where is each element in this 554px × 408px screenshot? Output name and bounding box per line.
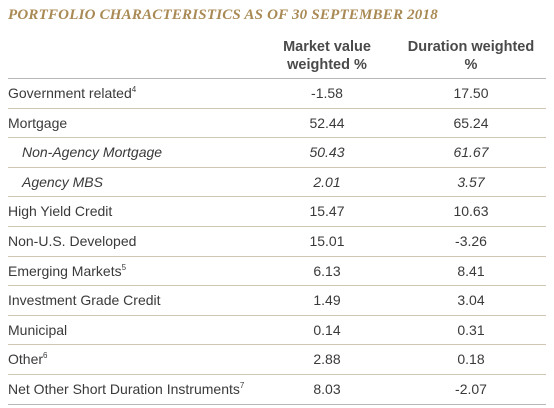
row-label: Municipal [8, 316, 67, 345]
column-header-line: % [464, 57, 478, 73]
table-row: Other6 2.88 0.18 [8, 345, 546, 375]
duration-cell: 10.63 [453, 203, 489, 220]
header-divider [8, 78, 546, 79]
table-title: PORTFOLIO CHARACTERISTICS AS OF 30 SEPTE… [8, 7, 438, 23]
market-value-cell: -1.58 [311, 85, 343, 101]
table-row: Government related4 -1.58 17.50 [8, 79, 546, 109]
duration-cell: -3.26 [455, 232, 487, 249]
characteristics-table: Government related4 -1.58 17.50 Mortgage 52.… [8, 79, 546, 405]
column-header-duration: Duration weighted % [400, 38, 542, 74]
row-label-text: Emerging Markets [8, 262, 122, 279]
row-label: Agency MBS [22, 168, 103, 197]
column-header-line: weighted % [287, 57, 367, 73]
table-row: Net Other Short Duration Instruments7 8.0… [8, 375, 546, 405]
row-label: High Yield Credit [8, 197, 112, 226]
market-value-cell: 1.49 [313, 292, 341, 309]
duration-cell: 0.31 [457, 321, 485, 338]
duration-cell: 61.67 [453, 144, 489, 161]
footnote-marker: 6 [43, 351, 48, 361]
row-label: Net Other Short Duration Instruments7 [8, 375, 244, 404]
table-row: Investment Grade Credit 1.49 3.04 [8, 286, 546, 316]
row-label: Other6 [8, 345, 47, 374]
row-label-text: Other [8, 351, 44, 368]
table-row: Mortgage 52.44 65.24 [8, 109, 546, 139]
row-label: Mortgage [8, 109, 67, 138]
column-header-line: Market value [283, 39, 371, 55]
row-label-text: Investment Grade Credit [8, 292, 161, 309]
market-value-cell: 8.03 [313, 380, 341, 397]
column-header-market-value: Market value weighted % [268, 38, 386, 74]
footnote-marker: 5 [121, 262, 127, 272]
duration-cell: 17.50 [453, 85, 489, 101]
footnote-marker: 7 [239, 380, 245, 390]
table-row: Emerging Markets5 6.13 8.41 [8, 257, 546, 287]
market-value-cell: 15.47 [309, 203, 345, 220]
row-label-text: Non-Agency Mortgage [22, 144, 163, 161]
duration-cell: 3.04 [457, 292, 485, 309]
duration-cell: 0.18 [457, 351, 485, 368]
table-row: Non-Agency Mortgage 50.43 61.67 [8, 138, 546, 168]
column-header-line: Duration weighted [407, 39, 535, 55]
duration-cell: -2.07 [455, 380, 487, 397]
table-row: High Yield Credit 15.47 10.63 [8, 197, 546, 227]
row-label-text: Government related [8, 85, 132, 101]
row-label: Investment Grade Credit [8, 286, 161, 315]
market-value-cell: 2.88 [313, 351, 341, 368]
duration-cell: 65.24 [453, 114, 489, 131]
market-value-cell: 6.13 [313, 262, 341, 279]
row-label-text: Mortgage [8, 114, 68, 131]
row-label-text: Agency MBS [22, 173, 103, 190]
table-row: Non-U.S. Developed 15.01 -3.26 [8, 227, 546, 257]
market-value-cell: 2.01 [313, 173, 341, 190]
market-value-cell: 50.43 [309, 144, 345, 161]
row-label-text: Non-U.S. Developed [8, 232, 137, 249]
row-label-text: Municipal [8, 321, 68, 338]
row-label: Government related4 [8, 79, 136, 108]
market-value-cell: 15.01 [309, 232, 345, 249]
row-label-text: Net Other Short Duration Instruments [8, 380, 240, 397]
row-label: Non-Agency Mortgage [22, 138, 162, 167]
footnote-marker: 4 [131, 85, 137, 94]
market-value-cell: 52.44 [309, 114, 345, 131]
duration-cell: 3.57 [457, 173, 485, 190]
duration-cell: 8.41 [457, 262, 485, 279]
market-value-cell: 0.14 [313, 321, 341, 338]
table-row: Agency MBS 2.01 3.57 [8, 168, 546, 198]
table-row: Municipal 0.14 0.31 [8, 316, 546, 346]
row-label: Non-U.S. Developed [8, 227, 136, 256]
row-label-text: High Yield Credit [8, 203, 113, 220]
row-label: Emerging Markets5 [8, 257, 126, 286]
